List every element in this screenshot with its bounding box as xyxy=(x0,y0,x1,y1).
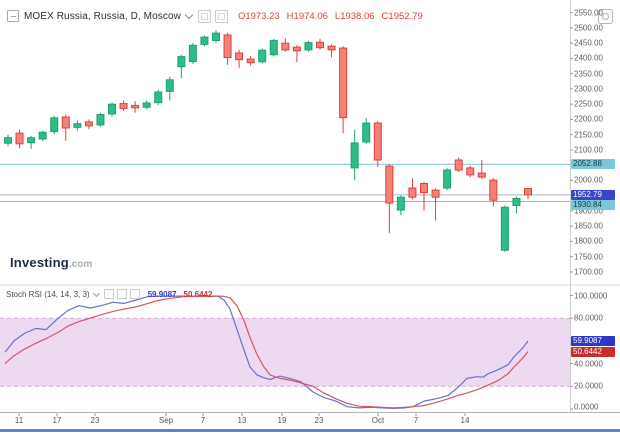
symbol-header: MOEX Russia, Russia, D, Moscow O1973.23 … xyxy=(7,8,430,24)
candle-body xyxy=(373,122,382,161)
candle-body xyxy=(61,116,70,129)
chart-settings-icon[interactable] xyxy=(214,9,228,23)
candle-body xyxy=(443,169,452,189)
candle-body xyxy=(188,44,197,62)
close-value: C1952.79 xyxy=(381,10,423,22)
candle-body xyxy=(350,142,359,169)
investing-logo-tld: .com xyxy=(68,259,93,270)
indicator-delete-icon[interactable] xyxy=(129,289,140,299)
candle-body xyxy=(200,36,209,45)
candle-body xyxy=(131,104,140,109)
candle-body xyxy=(466,167,475,176)
candle-body xyxy=(235,52,244,61)
bottom-accent-bar xyxy=(0,429,620,432)
candle-body xyxy=(96,114,105,126)
indicator-header: Stoch RSI (14, 14, 3, 3) 59.9087 50.6442 xyxy=(6,288,212,300)
candle-body xyxy=(281,42,290,51)
candle-body xyxy=(15,132,24,145)
candle-body xyxy=(292,46,301,52)
candle-body xyxy=(385,165,394,204)
candle-body xyxy=(339,47,348,119)
investing-logo: Investing.com xyxy=(10,254,92,272)
candle-body xyxy=(362,122,371,143)
symbol-title[interactable]: MOEX Russia, Russia, D, Moscow xyxy=(24,10,181,22)
indicator-title[interactable]: Stoch RSI (14, 14, 3, 3) xyxy=(6,289,90,299)
candle-body xyxy=(396,196,405,211)
stoch-band xyxy=(0,318,570,387)
candle-body xyxy=(246,58,255,64)
candle-body xyxy=(269,39,278,56)
candle-body xyxy=(27,137,36,144)
candle-body xyxy=(327,45,336,51)
candle-body xyxy=(119,103,128,109)
candle-body xyxy=(477,172,486,178)
stoch-k-line xyxy=(4,295,529,409)
chart-style-icon[interactable] xyxy=(197,9,211,23)
candle-body xyxy=(223,34,232,59)
stoch-d-line xyxy=(4,295,529,409)
chevron-down-icon[interactable] xyxy=(92,289,100,297)
stoch-d-value: 50.6442 xyxy=(183,289,213,299)
candle-body xyxy=(500,206,509,251)
chevron-down-icon[interactable] xyxy=(184,10,194,20)
candle-body xyxy=(50,117,59,133)
candle-body xyxy=(454,159,463,171)
candle-body xyxy=(212,32,220,41)
candle-body xyxy=(524,188,532,196)
candle-body xyxy=(73,123,82,128)
collapse-icon[interactable] xyxy=(7,10,19,22)
candle-body xyxy=(512,197,521,206)
candle-body xyxy=(108,103,116,115)
camera-icon[interactable] xyxy=(598,9,613,24)
candle-body xyxy=(84,121,93,127)
stoch-k-value: 59.9087 xyxy=(147,289,177,299)
candle-body xyxy=(431,189,440,198)
low-value: L1938.06 xyxy=(334,10,375,22)
candle-body xyxy=(304,42,313,51)
candle-body xyxy=(154,91,163,104)
candle-body xyxy=(177,56,186,68)
open-value: O1973.23 xyxy=(237,10,280,22)
indicator-settings-icon[interactable] xyxy=(116,289,127,299)
indicator-hide-icon[interactable] xyxy=(103,289,114,299)
investing-logo-text: Investing xyxy=(10,255,69,270)
candle-body xyxy=(258,49,267,63)
candle-body xyxy=(420,182,428,194)
candle-body xyxy=(165,79,174,92)
candle-body xyxy=(4,137,12,144)
candle-body xyxy=(489,179,498,201)
candle-body xyxy=(408,187,417,198)
high-value: H1974.06 xyxy=(286,10,328,22)
ohlc-readout: O1973.23 H1974.06 L1938.06 C1952.79 xyxy=(238,11,430,22)
candle-body xyxy=(316,41,324,49)
candle-body xyxy=(142,102,151,108)
candle-body xyxy=(38,131,47,140)
